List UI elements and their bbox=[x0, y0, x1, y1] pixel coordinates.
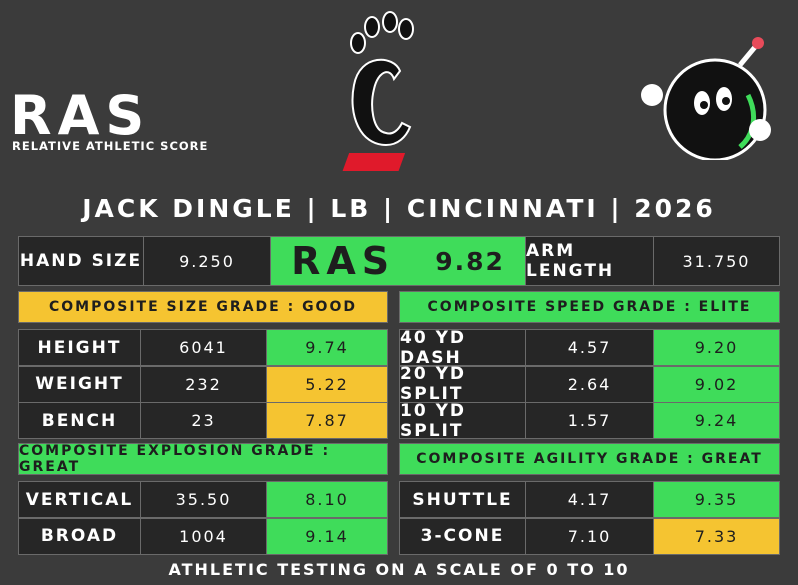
metric-value: 6041 bbox=[140, 329, 267, 366]
metric-score: 9.24 bbox=[653, 402, 780, 439]
metric-label: BENCH bbox=[18, 402, 141, 439]
metric-value: 4.17 bbox=[525, 481, 654, 518]
metric-label: 10 YD SPLIT bbox=[399, 401, 526, 441]
mascot bbox=[641, 37, 771, 160]
metric-value: 4.57 bbox=[525, 329, 654, 366]
ras-score-box: RAS 9.82 bbox=[270, 236, 526, 286]
logo-subtitle: RELATIVE ATHLETIC SCORE bbox=[12, 139, 209, 153]
metric-score: 9.02 bbox=[653, 365, 780, 403]
section-header: COMPOSITE EXPLOSION GRADE : GREAT bbox=[18, 443, 388, 475]
section-header: COMPOSITE SPEED GRADE : ELITE bbox=[399, 291, 780, 323]
metric-label: BROAD bbox=[18, 517, 141, 555]
metric-label: 40 YD DASH bbox=[399, 328, 526, 368]
metric-label: 3-CONE bbox=[399, 517, 526, 555]
metric-label: 20 YD SPLIT bbox=[399, 364, 526, 404]
metric-score: 9.35 bbox=[653, 481, 780, 518]
hand-size-label: HAND SIZE bbox=[18, 236, 144, 286]
metric-value: 35.50 bbox=[140, 481, 267, 518]
ras-logo: RAS bbox=[10, 84, 151, 147]
metric-score: 7.87 bbox=[266, 402, 388, 439]
metric-label: WEIGHT bbox=[18, 365, 141, 403]
team-logo bbox=[342, 11, 414, 171]
metric-value: 232 bbox=[140, 365, 267, 403]
metric-value: 7.10 bbox=[525, 517, 654, 555]
metric-label: HEIGHT bbox=[18, 329, 141, 366]
section-header: COMPOSITE SIZE GRADE : GOOD bbox=[18, 291, 388, 323]
section-header: COMPOSITE AGILITY GRADE : GREAT bbox=[399, 443, 780, 475]
metric-score: 9.74 bbox=[266, 329, 388, 366]
metric-label: VERTICAL bbox=[18, 481, 141, 518]
hand-size-value: 9.250 bbox=[143, 236, 271, 286]
metric-value: 1004 bbox=[140, 517, 267, 555]
metric-score: 9.14 bbox=[266, 517, 388, 555]
metric-score: 5.22 bbox=[266, 365, 388, 403]
arm-length-value: 31.750 bbox=[653, 236, 780, 286]
ras-score: 9.82 bbox=[435, 246, 505, 276]
metric-score: 7.33 bbox=[653, 517, 780, 555]
footer-note: ATHLETIC TESTING ON A SCALE OF 0 TO 10 bbox=[168, 560, 630, 579]
player-title: JACK DINGLE | LB | CINCINNATI | 2026 bbox=[82, 194, 716, 223]
metric-score: 9.20 bbox=[653, 329, 780, 366]
metric-value: 23 bbox=[140, 402, 267, 439]
ras-box-logo: RAS bbox=[291, 239, 396, 283]
arm-length-label: ARM LENGTH bbox=[525, 236, 654, 286]
metric-score: 8.10 bbox=[266, 481, 388, 518]
metric-value: 1.57 bbox=[525, 402, 654, 439]
metric-value: 2.64 bbox=[525, 365, 654, 403]
metric-label: SHUTTLE bbox=[399, 481, 526, 518]
